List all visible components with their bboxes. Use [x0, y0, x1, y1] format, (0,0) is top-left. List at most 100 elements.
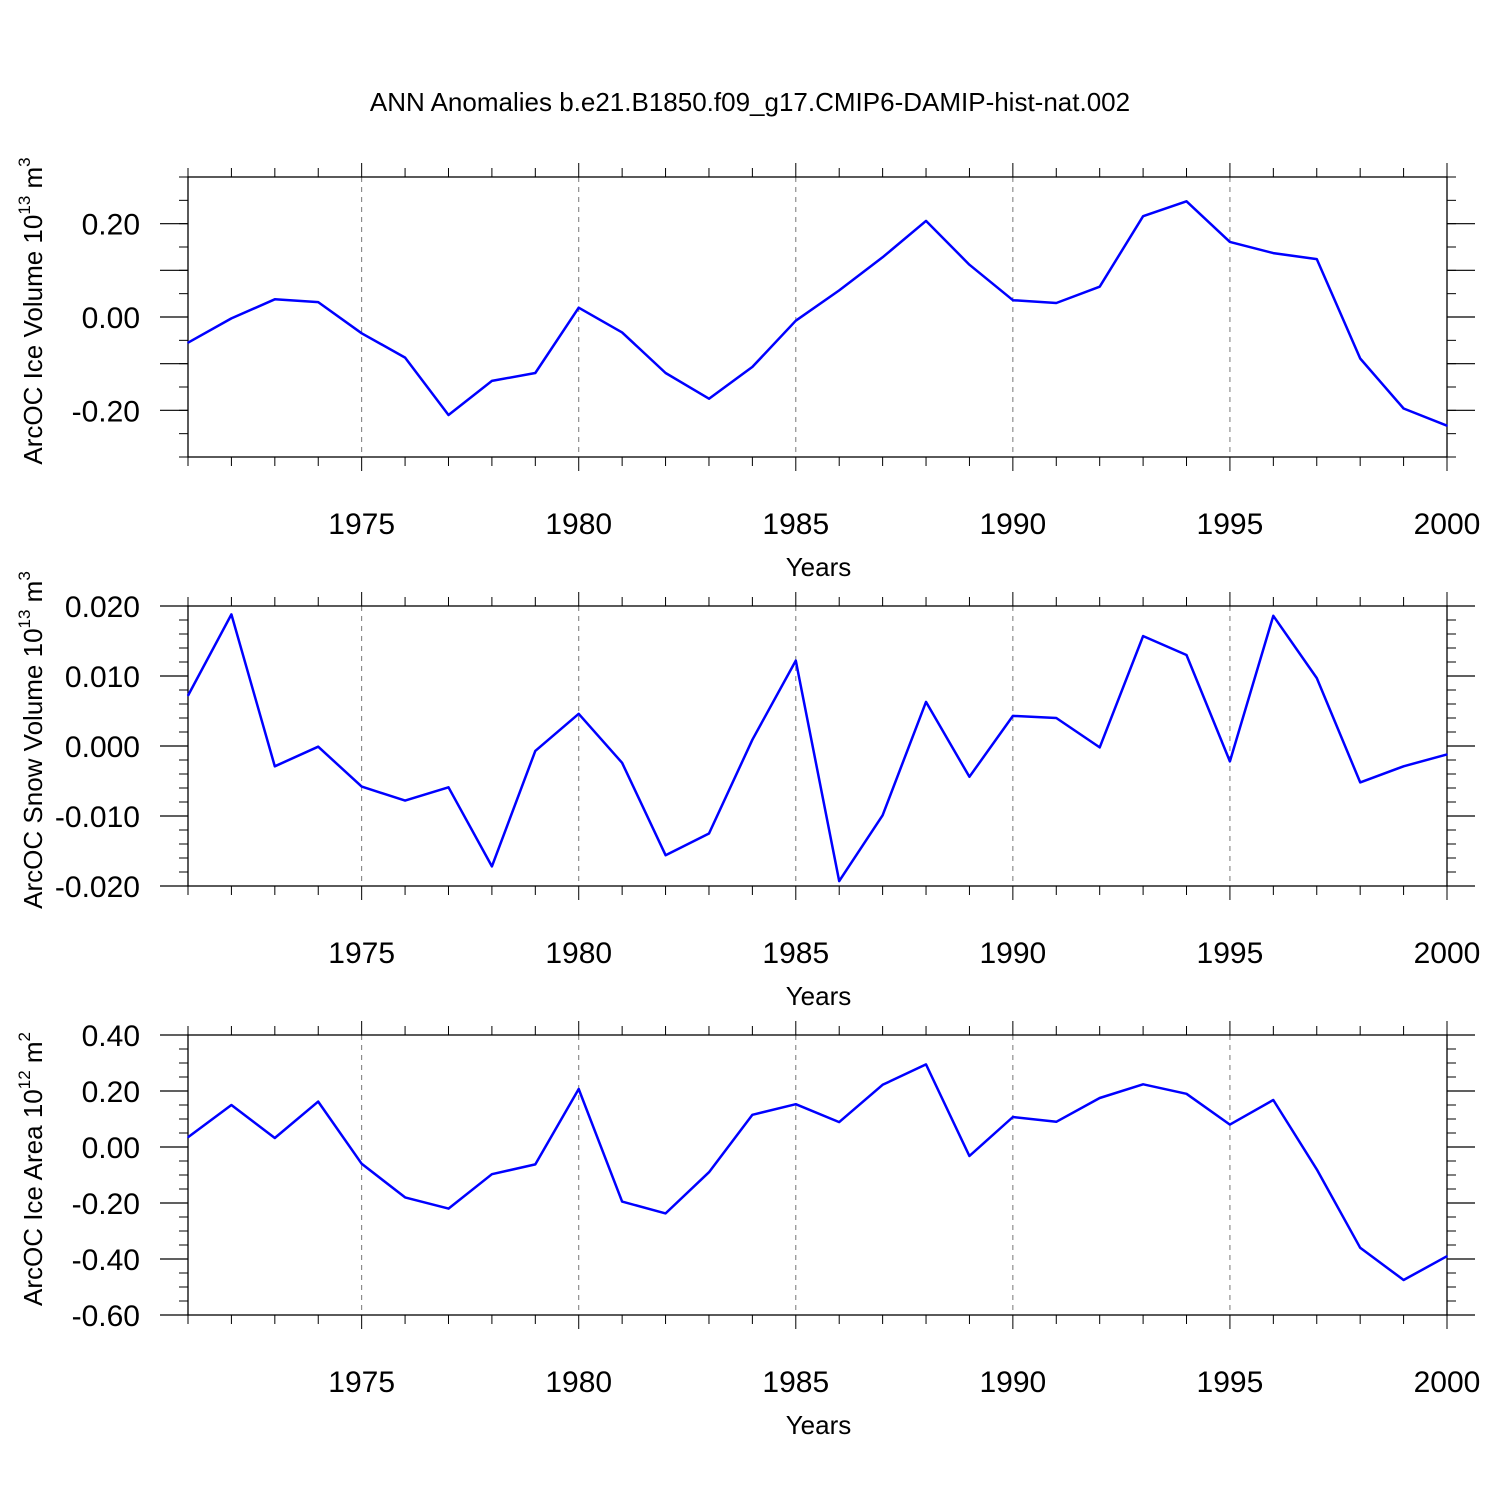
data-point	[187, 341, 189, 344]
data-point	[230, 317, 233, 320]
data-point	[664, 854, 667, 856]
data-point	[1402, 1279, 1405, 1281]
data-point	[708, 1171, 710, 1173]
x-tick-label: 2000	[1414, 937, 1481, 970]
data-point	[751, 738, 754, 741]
data-point	[274, 765, 276, 768]
data-point	[1229, 1123, 1231, 1126]
data-point	[1055, 302, 1058, 304]
series-line	[186, 613, 1448, 883]
data-point	[968, 1155, 971, 1157]
y-axis-label-text: ArcOC Snow Volume 10	[18, 628, 48, 908]
data-point	[447, 786, 450, 789]
x-tick-label: 1995	[1197, 1366, 1264, 1399]
x-tick-label: 1985	[762, 937, 829, 970]
data-point	[577, 713, 580, 715]
y-tick-label: -0.40	[72, 1244, 140, 1277]
series-line	[187, 1063, 1448, 1282]
data-point	[838, 1121, 841, 1123]
panel-3: 0.40 0.20 0.00 -0.20 -0.40 -0.60 1975 1980 1985 1…	[15, 1020, 1480, 1440]
data-point	[1012, 299, 1014, 302]
data-point	[664, 1212, 667, 1215]
y-tick-label: -0.20	[72, 395, 140, 428]
data-point	[534, 372, 537, 374]
data-point	[447, 1207, 450, 1210]
x-tick-label: 1995	[1197, 937, 1264, 970]
panels: 0.20 0.00 -0.20 1975 1980 1985 1990 1995 2000 Yea…	[15, 157, 1480, 1440]
data-point	[1012, 1116, 1014, 1118]
x-tick-label: 1975	[328, 937, 395, 970]
data-point	[1402, 407, 1405, 410]
x-tick-label: 1980	[545, 508, 612, 541]
data-point	[925, 701, 927, 703]
plot-frame	[187, 605, 1448, 887]
data-point	[1098, 1097, 1101, 1099]
x-tick-label: 1975	[328, 1366, 395, 1399]
x-tick-label: 1980	[545, 937, 612, 970]
data-point	[838, 289, 841, 292]
data-point	[1098, 746, 1101, 749]
data-point	[577, 306, 580, 309]
data-point	[881, 814, 884, 817]
data-point	[1272, 1099, 1275, 1101]
data-point	[187, 1136, 189, 1138]
data-point	[317, 745, 320, 748]
data-point	[317, 1100, 320, 1103]
data-point	[1315, 677, 1318, 679]
data-point	[1315, 258, 1318, 260]
data-point	[751, 1114, 754, 1116]
x-tick-label: 1985	[762, 1366, 829, 1399]
data-point	[491, 865, 493, 868]
data-point	[534, 750, 537, 752]
data-point	[1446, 1255, 1448, 1257]
data-point	[404, 799, 406, 802]
y-tick-label: 0.020	[65, 591, 140, 624]
plot-frame	[187, 176, 1448, 458]
data-point	[1446, 753, 1448, 756]
y-axis-label-exponent: 13	[15, 610, 34, 629]
data-point	[1185, 654, 1188, 656]
data-point	[1142, 635, 1144, 637]
data-point	[1055, 1121, 1058, 1123]
y-tick-label: 0.000	[65, 731, 140, 764]
data-point	[360, 785, 363, 788]
y-axis-label: ArcOC Ice Volume 1013 m3	[15, 157, 48, 464]
data-point	[708, 397, 710, 400]
data-point	[1229, 241, 1231, 243]
data-point	[621, 762, 623, 764]
x-tick-label: 1980	[545, 1366, 612, 1399]
data-point	[230, 1104, 233, 1106]
data-point	[621, 331, 623, 334]
x-axis-label: Years	[786, 1410, 852, 1440]
y-tick-label: -0.60	[72, 1300, 140, 1333]
y-axis-label-unit: m	[18, 167, 48, 196]
data-point	[1229, 760, 1231, 763]
y-axis-label-exponent: 13	[15, 196, 34, 215]
data-point	[1185, 1093, 1188, 1095]
series-line	[187, 200, 1448, 427]
x-tick-label: 1975	[328, 508, 395, 541]
x-tick-label: 1985	[762, 508, 829, 541]
panel-2: 0.020 0.010 0.000 -0.010 -0.020 1975 1980 1985 1…	[15, 571, 1480, 1011]
y-axis-label-unit-exponent: 3	[15, 157, 34, 166]
chart-title: ANN Anomalies b.e21.B1850.f09_g17.CMIP6-…	[370, 87, 1130, 117]
y-axis-label: ArcOC Ice Area 1012 m2	[15, 1032, 48, 1306]
data-point	[664, 372, 667, 374]
data-point	[1402, 765, 1405, 768]
data-point	[1272, 615, 1275, 617]
y-tick-label: 0.40	[82, 1020, 140, 1053]
data-point	[317, 301, 320, 303]
data-point	[1272, 252, 1275, 254]
data-point	[1359, 781, 1361, 784]
data-point	[360, 1163, 363, 1165]
data-point	[577, 1088, 580, 1090]
y-axis-label-unit: m	[18, 581, 48, 610]
data-point	[621, 1200, 623, 1203]
data-point	[838, 880, 841, 882]
data-point	[1315, 1168, 1318, 1171]
y-tick-label: -0.020	[55, 871, 140, 904]
x-axis-label: Years	[786, 552, 852, 582]
data-point	[1359, 1247, 1361, 1249]
y-axis-label-unit-exponent: 2	[15, 1032, 34, 1041]
